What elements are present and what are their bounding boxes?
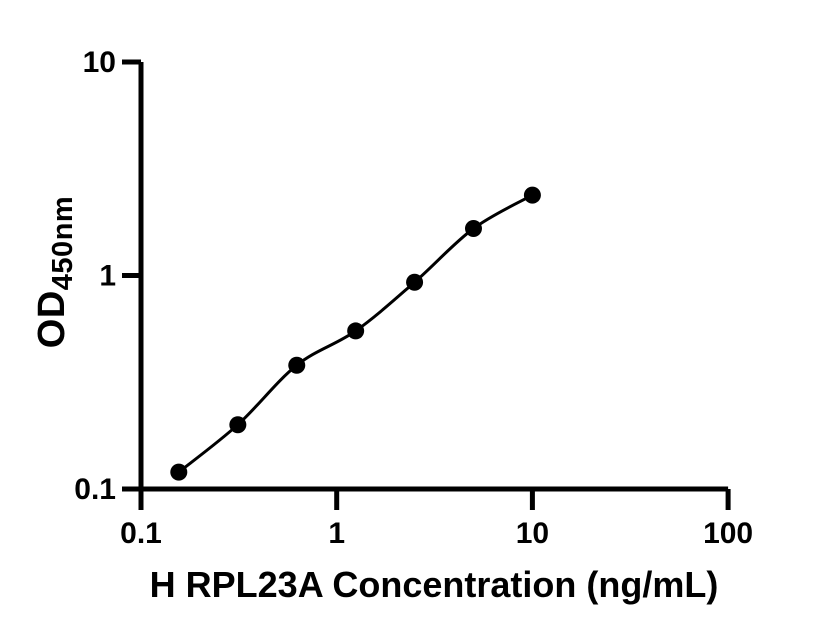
data-point xyxy=(170,463,188,481)
x-tick-label: 10 xyxy=(516,517,549,550)
y-axis-title-main: OD xyxy=(31,290,73,349)
data-point xyxy=(464,220,482,238)
y-tick-label: 1 xyxy=(99,260,116,293)
x-tick-label: 100 xyxy=(703,517,753,550)
data-point xyxy=(523,186,541,204)
x-axis-title: H RPL23A Concentration (ng/mL) xyxy=(149,564,719,605)
y-tick-label: 10 xyxy=(83,46,116,79)
x-tick-label: 0.1 xyxy=(120,517,162,550)
data-point xyxy=(288,356,306,374)
y-axis-title-subscript: 450nm xyxy=(47,195,79,291)
data-point xyxy=(406,273,424,291)
data-point xyxy=(347,322,365,340)
y-axis-title: OD450nm xyxy=(31,196,79,349)
data-point xyxy=(229,416,247,434)
x-tick-label: 1 xyxy=(328,517,345,550)
y-tick-label: 0.1 xyxy=(74,473,116,506)
